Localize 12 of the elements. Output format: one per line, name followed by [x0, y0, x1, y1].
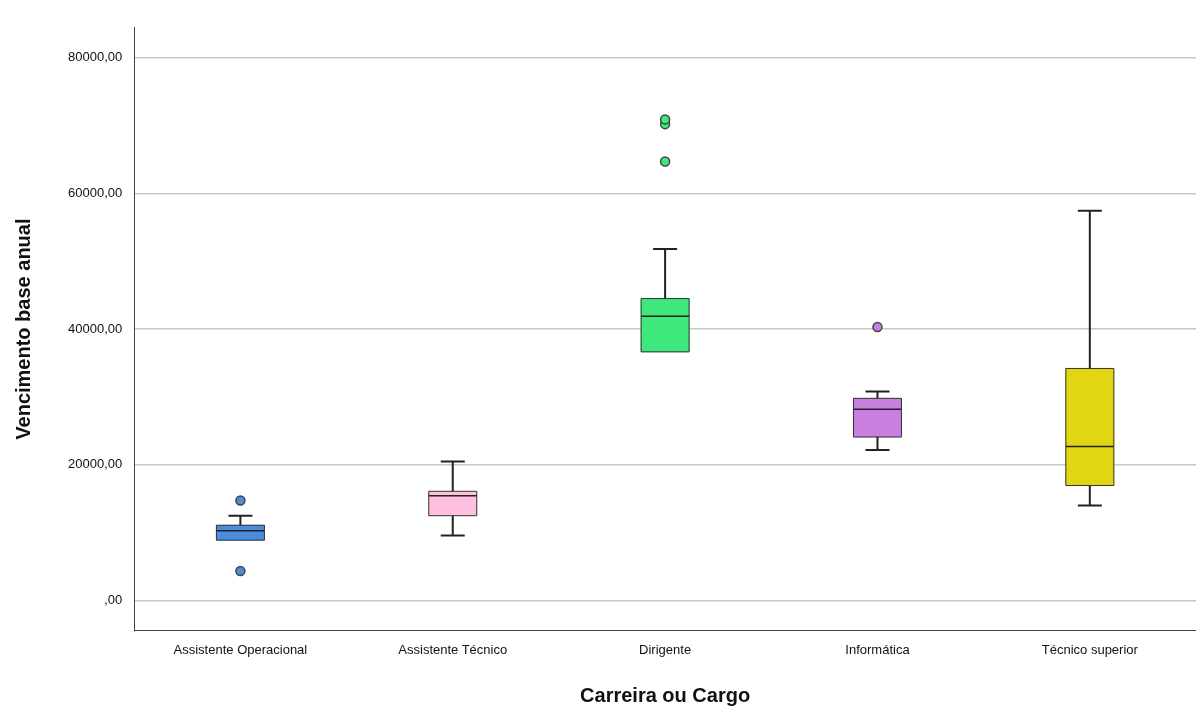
x-tick-label: Dirigente: [639, 641, 692, 657]
y-tick-label: 80000,00: [67, 49, 123, 65]
x-tick-label: Assistente Técnico: [398, 641, 508, 657]
x-axis-title: Carreira ou Cargo: [580, 683, 751, 706]
x-tick-label: Informática: [845, 641, 911, 657]
y-axis-title: Vencimento base anual: [11, 218, 34, 440]
x-tick-label: Assistente Operacional: [173, 641, 308, 657]
y-tick-label: ,00: [104, 592, 123, 608]
y-tick-label: 20000,00: [67, 456, 123, 472]
y-tick-label: 40000,00: [67, 320, 123, 336]
x-tick-label: Técnico superior: [1041, 641, 1139, 657]
y-tick-label: 60000,00: [67, 184, 123, 200]
